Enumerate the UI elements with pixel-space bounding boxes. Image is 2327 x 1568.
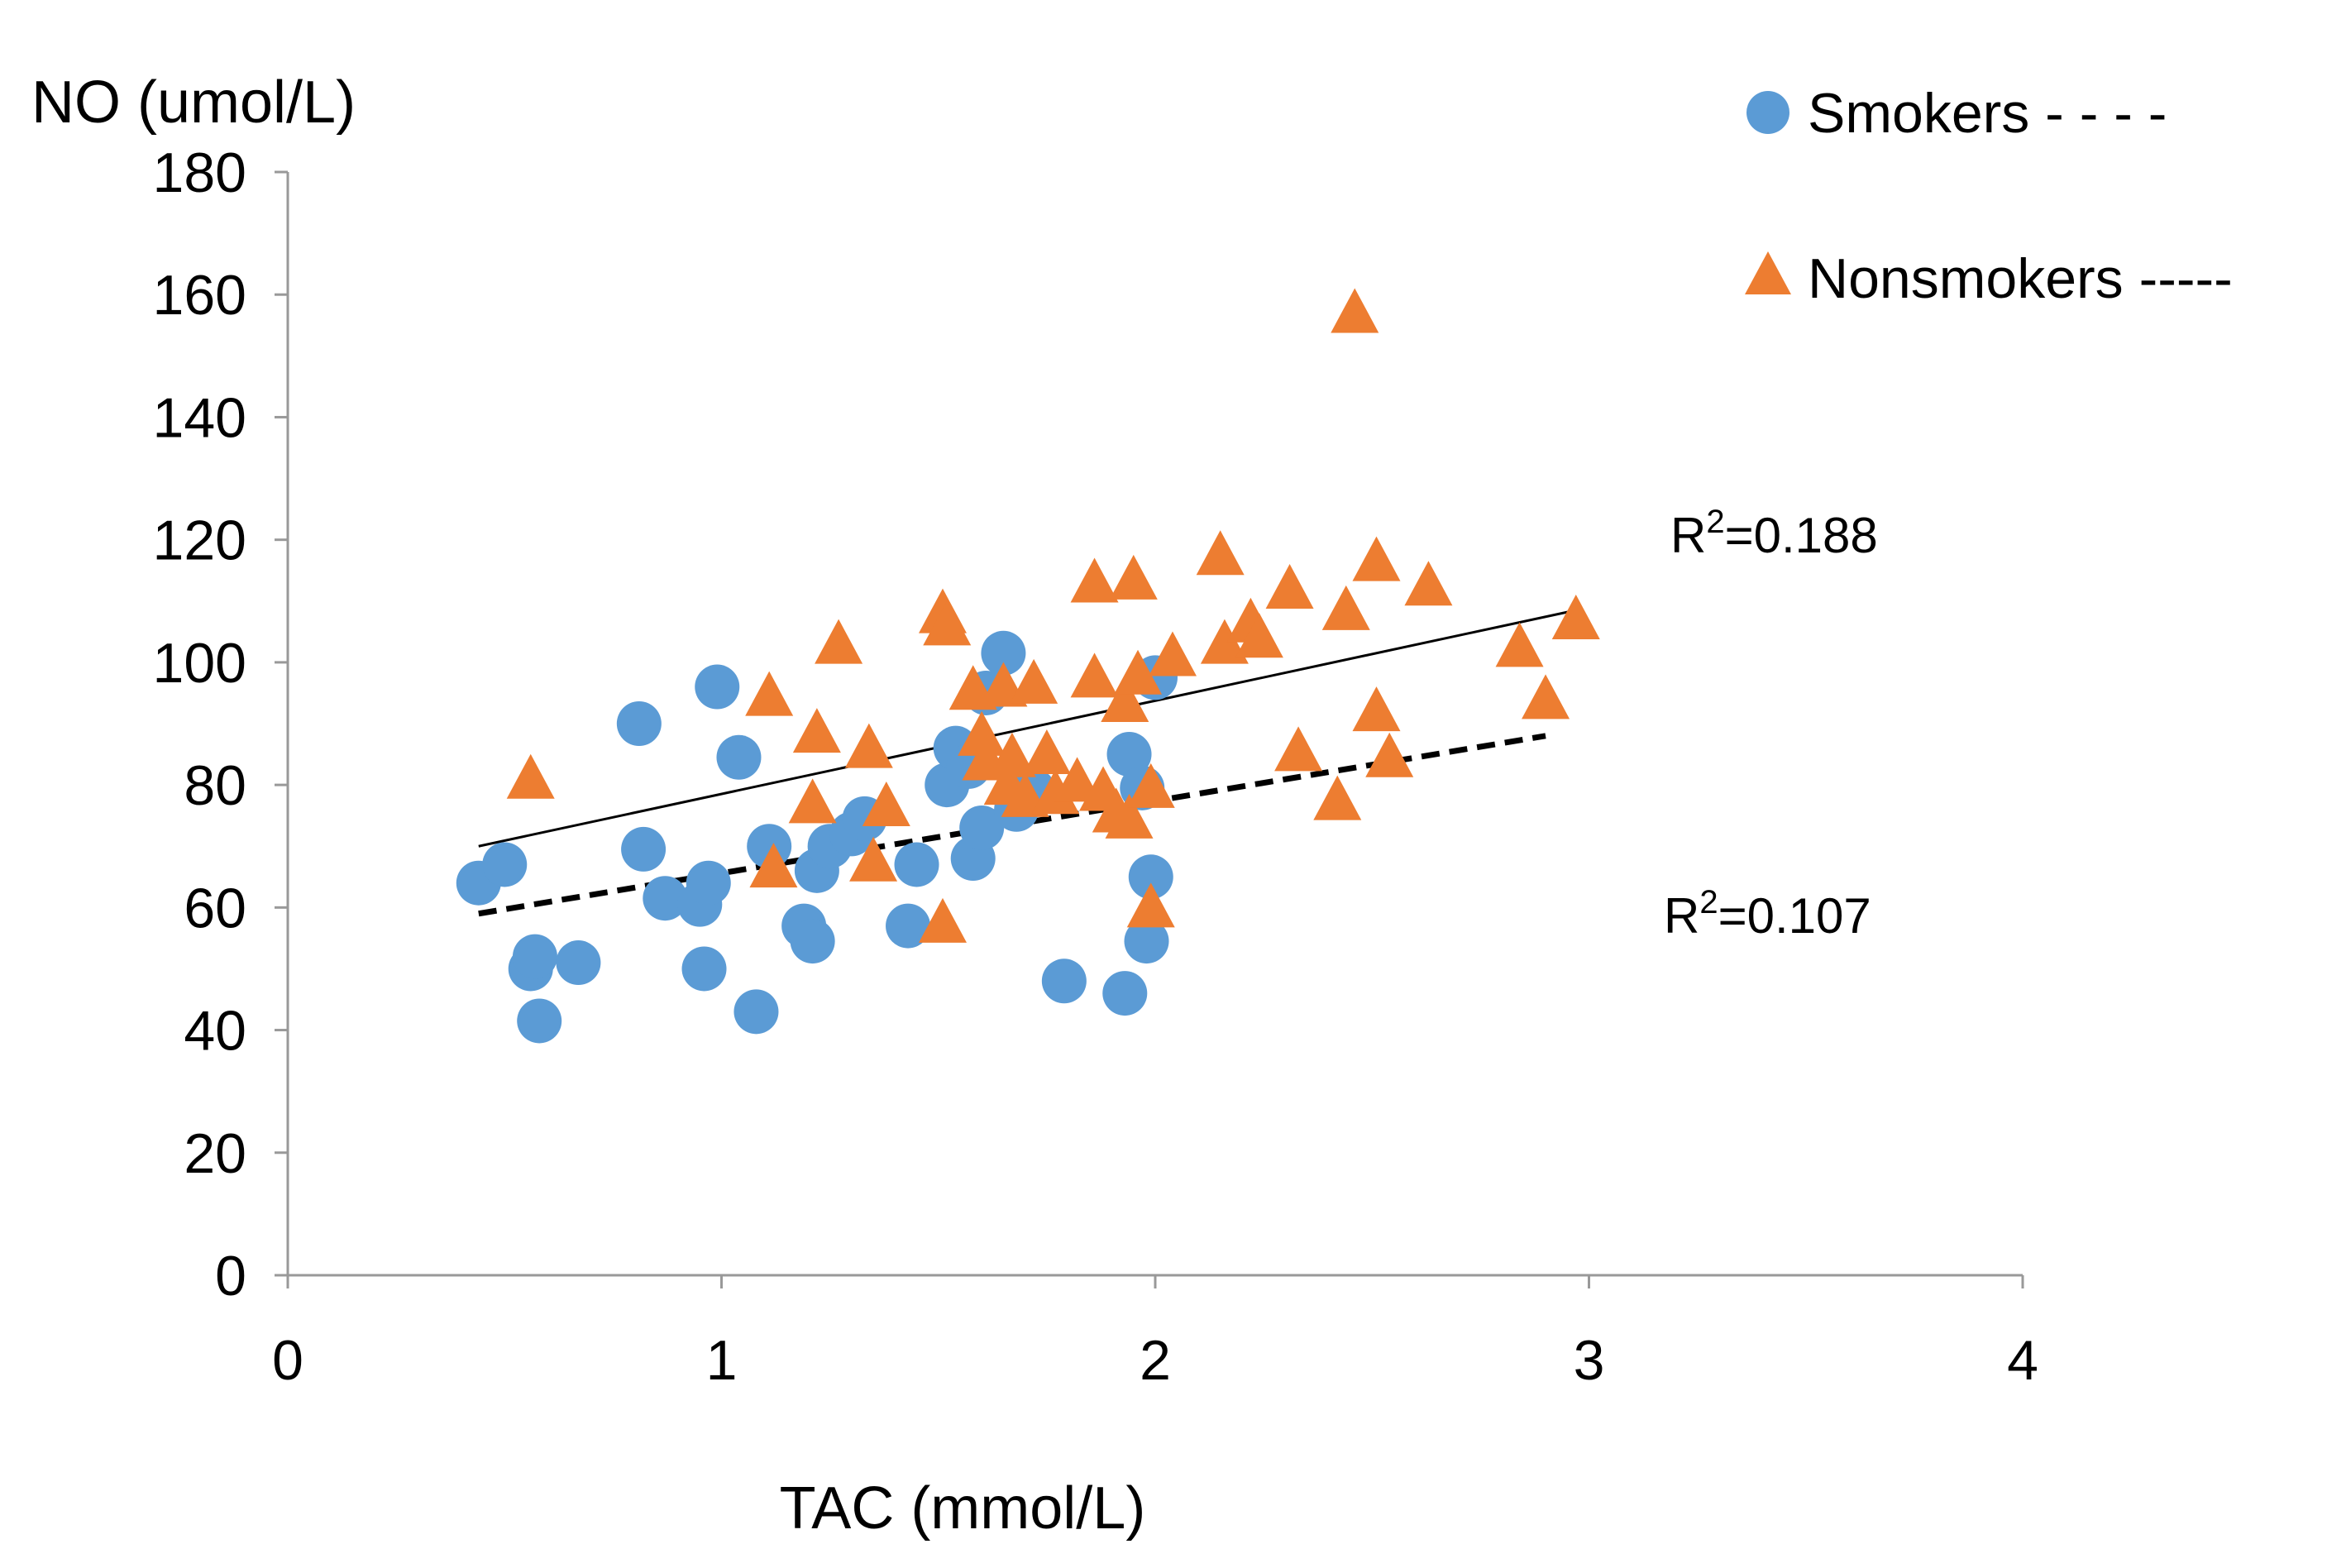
x-axis-title: TAC (mmol/L) [780,1475,1146,1542]
data-point-circle [686,860,731,906]
data-point-circle [1102,971,1148,1016]
y-tick-label: 80 [184,754,246,817]
data-point-circle [959,805,1005,850]
x-tick-label: 4 [2007,1329,2038,1392]
x-ticks: 0 1 2 3 4 [272,1275,2038,1392]
x-tick-label: 2 [1140,1329,1171,1392]
x-tick-label: 3 [1574,1329,1605,1392]
data-point-triangle [1126,882,1175,928]
y-tick-label: 0 [215,1245,246,1307]
data-point-circle [517,998,562,1044]
data-point-triangle [1551,595,1600,640]
data-point-circle [1106,732,1152,777]
data-point-triangle [1331,288,1379,333]
y-tick-label: 60 [184,877,246,939]
data-point-circle [886,903,931,949]
x-tick-label: 1 [706,1329,738,1392]
data-point-triangle [1070,557,1119,603]
data-point-circle [556,940,601,986]
legend-marker-smokers [1746,91,1789,134]
data-point-triangle [1274,726,1323,772]
data-point-triangle [1522,674,1570,719]
data-point-circle [894,842,939,887]
axes: 0 20 40 60 80 100 120 140 160 180 0 1 2 3 4 [153,141,2038,1392]
y-tick-label: 40 [184,1000,246,1063]
y-tick-label: 100 [153,632,246,695]
legend-marker-nonsmokers [1745,251,1791,294]
data-points [456,288,1600,1044]
data-point-triangle [1010,658,1058,704]
data-point-triangle [1235,613,1283,658]
data-point-triangle [1352,686,1401,732]
data-point-triangle [958,710,1006,756]
series-nonsmokers [506,288,1600,943]
data-point-circle [981,630,1026,676]
data-point-triangle [923,600,972,646]
data-point-circle [621,826,667,872]
data-point-triangle [749,843,798,888]
data-point-triangle [506,753,555,799]
legend: Smokers - - - - Nonsmokers ----- [1745,82,2233,310]
data-point-circle [790,919,835,964]
r2-label-smokers: R2=0.107 [1664,884,1871,944]
data-point-triangle [1321,585,1370,630]
data-point-circle [716,734,762,780]
legend-label-nonsmokers: Nonsmokers ----- [1808,247,2233,310]
data-point-triangle [1404,561,1453,606]
data-point-triangle [1265,563,1314,609]
data-point-triangle [987,732,1036,777]
y-ticks: 0 20 40 60 80 100 120 140 160 180 [153,141,288,1307]
data-point-circle [733,989,779,1035]
y-tick-label: 180 [153,141,246,204]
y-tick-label: 140 [153,386,246,449]
data-point-circle [695,664,740,710]
data-point-triangle [1114,649,1163,695]
data-point-circle [616,701,662,746]
data-point-triangle [745,671,794,716]
data-point-triangle [844,723,893,768]
data-point-triangle [1053,757,1101,802]
y-axis-title: NO (umol/L) [31,69,356,136]
series-smokers [456,630,1178,1044]
data-point-circle [681,946,727,992]
data-point-triangle [862,782,910,827]
data-point-triangle [849,836,898,882]
y-tick-label: 160 [153,264,246,327]
data-point-triangle [1070,653,1119,698]
legend-label-smokers: Smokers - - - - [1808,82,2167,145]
data-point-triangle [1148,631,1197,676]
data-point-triangle [1126,762,1175,808]
data-point-triangle [1109,554,1158,600]
data-point-circle [1041,958,1087,1004]
data-point-triangle [1196,530,1245,576]
y-tick-label: 20 [184,1122,246,1185]
data-point-triangle [1022,729,1071,775]
x-tick-label: 0 [272,1329,303,1392]
data-point-triangle [792,708,841,753]
data-point-triangle [788,778,837,824]
data-point-triangle [1495,622,1544,667]
y-tick-label: 120 [153,509,246,572]
r2-label-nonsmokers: R2=0.188 [1670,504,1878,563]
trendline-solid [478,609,1577,848]
data-point-circle [512,934,557,979]
data-point-triangle [1365,732,1414,777]
data-point-triangle [1200,619,1249,664]
data-point-circle [482,842,528,887]
data-point-triangle [1101,677,1149,723]
data-point-triangle [918,897,967,943]
data-point-triangle [1352,536,1401,581]
data-point-triangle [1313,775,1362,820]
data-point-triangle [1105,793,1154,839]
data-point-circle [1128,854,1173,900]
data-point-circle [1124,919,1169,964]
data-point-triangle [1031,769,1080,815]
data-point-circle [643,876,688,921]
data-point-triangle [815,619,863,664]
